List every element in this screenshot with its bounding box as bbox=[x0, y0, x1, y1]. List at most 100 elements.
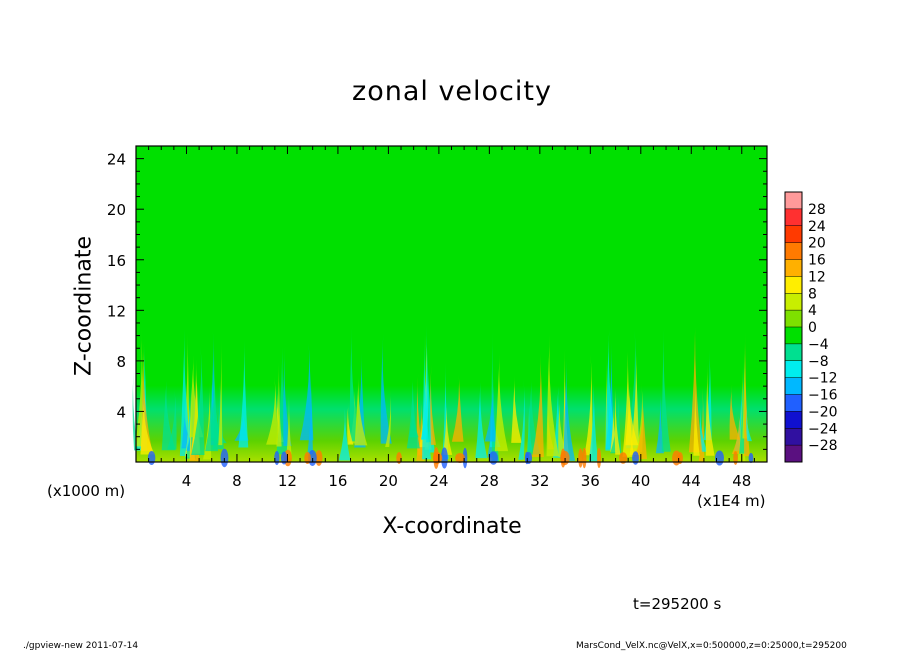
field-streak bbox=[610, 405, 618, 452]
colorbar-swatch bbox=[785, 259, 802, 277]
x-axis-label: X-coordinate bbox=[0, 514, 904, 539]
colorbar-label: −12 bbox=[808, 371, 838, 387]
colorbar-label: 4 bbox=[808, 303, 817, 319]
x-tick-label: 36 bbox=[581, 472, 600, 490]
field-streak bbox=[546, 334, 559, 457]
field-streak bbox=[354, 375, 368, 446]
field-streak bbox=[299, 343, 314, 441]
footer-left: ./gpview-new 2011-07-14 bbox=[23, 641, 139, 651]
y-tick-label: 24 bbox=[107, 151, 126, 169]
field-streak bbox=[705, 364, 715, 456]
field-spot bbox=[462, 447, 468, 469]
field-streak bbox=[688, 327, 703, 453]
colorbar-swatch bbox=[785, 293, 802, 311]
x-tick-label: 20 bbox=[379, 472, 398, 490]
colorbar-swatch bbox=[785, 192, 802, 210]
field-spot bbox=[280, 451, 288, 465]
field-streak bbox=[205, 383, 219, 452]
field-streak bbox=[283, 347, 292, 446]
field-spot bbox=[578, 448, 583, 468]
x-tick-label: 24 bbox=[429, 472, 448, 490]
field-streak bbox=[167, 388, 177, 450]
x-unit-label: (x1000 m) bbox=[47, 482, 126, 500]
field-streak bbox=[338, 409, 351, 461]
colorbar-swatch bbox=[785, 276, 802, 294]
colorbar-label: 28 bbox=[808, 202, 826, 218]
colorbar-swatch bbox=[785, 394, 802, 412]
field-streak bbox=[742, 340, 749, 439]
field-streak bbox=[629, 348, 640, 456]
field-streak bbox=[189, 355, 204, 438]
field-streak bbox=[531, 353, 544, 458]
field-streak bbox=[610, 392, 622, 454]
field-streak bbox=[661, 327, 671, 452]
x-tick-label: 28 bbox=[480, 472, 499, 490]
x-tick-label: 12 bbox=[278, 472, 297, 490]
colorbar-swatch bbox=[785, 377, 802, 395]
colorbar-swatch bbox=[785, 242, 802, 260]
field-streak bbox=[451, 374, 464, 442]
colorbar-label: −8 bbox=[808, 354, 829, 370]
colorbar-label: −16 bbox=[808, 388, 838, 404]
y-tick-label: 12 bbox=[107, 302, 126, 320]
field-streak bbox=[443, 406, 453, 455]
field-streak bbox=[746, 404, 752, 442]
x-tick-label: 16 bbox=[328, 472, 347, 490]
colorbar-label: −20 bbox=[808, 404, 838, 420]
x-tick-label: 44 bbox=[682, 472, 701, 490]
colorbar-swatch bbox=[785, 445, 802, 463]
field-streak bbox=[354, 353, 366, 448]
field-streak bbox=[349, 324, 360, 442]
field-streak bbox=[494, 354, 509, 452]
field-streak bbox=[699, 402, 708, 452]
axis-ticks bbox=[135, 145, 768, 463]
colorbar-swatch bbox=[785, 411, 802, 429]
field-streak bbox=[475, 382, 488, 459]
field-streak bbox=[286, 396, 292, 459]
field-spot bbox=[455, 452, 465, 464]
field-streak bbox=[161, 378, 176, 451]
field-lower-band bbox=[136, 322, 767, 462]
field-streak bbox=[527, 378, 541, 455]
field-streak bbox=[729, 384, 741, 440]
field-streak bbox=[422, 334, 432, 460]
field-streak bbox=[484, 385, 497, 442]
field-spot bbox=[488, 451, 498, 465]
field-spot bbox=[632, 451, 639, 465]
field-streak bbox=[132, 368, 139, 451]
x-tick-label: 4 bbox=[182, 472, 192, 490]
field-spot bbox=[672, 450, 681, 466]
field-streak bbox=[409, 404, 419, 438]
field-streak bbox=[385, 387, 392, 448]
field-streak bbox=[744, 332, 750, 457]
colorbar-swatch bbox=[785, 327, 802, 345]
colorbar-swatch bbox=[785, 428, 802, 446]
chart-title: zonal velocity bbox=[352, 76, 552, 107]
field-streak bbox=[266, 376, 278, 445]
colorbar-label: 12 bbox=[808, 269, 826, 285]
field-spot bbox=[619, 452, 628, 464]
field-spot bbox=[441, 447, 448, 469]
field-streak bbox=[563, 358, 576, 461]
field-streak bbox=[588, 383, 598, 462]
colorbar-swatch bbox=[785, 343, 802, 362]
y-tick-label: 4 bbox=[116, 403, 126, 421]
field-streak bbox=[584, 354, 593, 456]
field-streak bbox=[276, 361, 282, 447]
field-streak bbox=[558, 396, 568, 457]
field-spot bbox=[733, 451, 738, 465]
x-tick-label: 8 bbox=[232, 472, 242, 490]
field-spot bbox=[748, 452, 754, 464]
colorbar-swatch bbox=[785, 310, 802, 328]
colorbar-label: 16 bbox=[808, 253, 826, 269]
field-streak bbox=[430, 364, 436, 445]
colorbar-label: −24 bbox=[808, 421, 838, 437]
colorbar-label: 8 bbox=[808, 286, 817, 302]
field-spot bbox=[596, 448, 602, 468]
field-streak bbox=[553, 386, 567, 458]
x-tick-label: 40 bbox=[631, 472, 650, 490]
field-streak bbox=[380, 334, 392, 444]
x-tick-label: 48 bbox=[732, 472, 751, 490]
colorbar-label: −28 bbox=[808, 438, 838, 454]
